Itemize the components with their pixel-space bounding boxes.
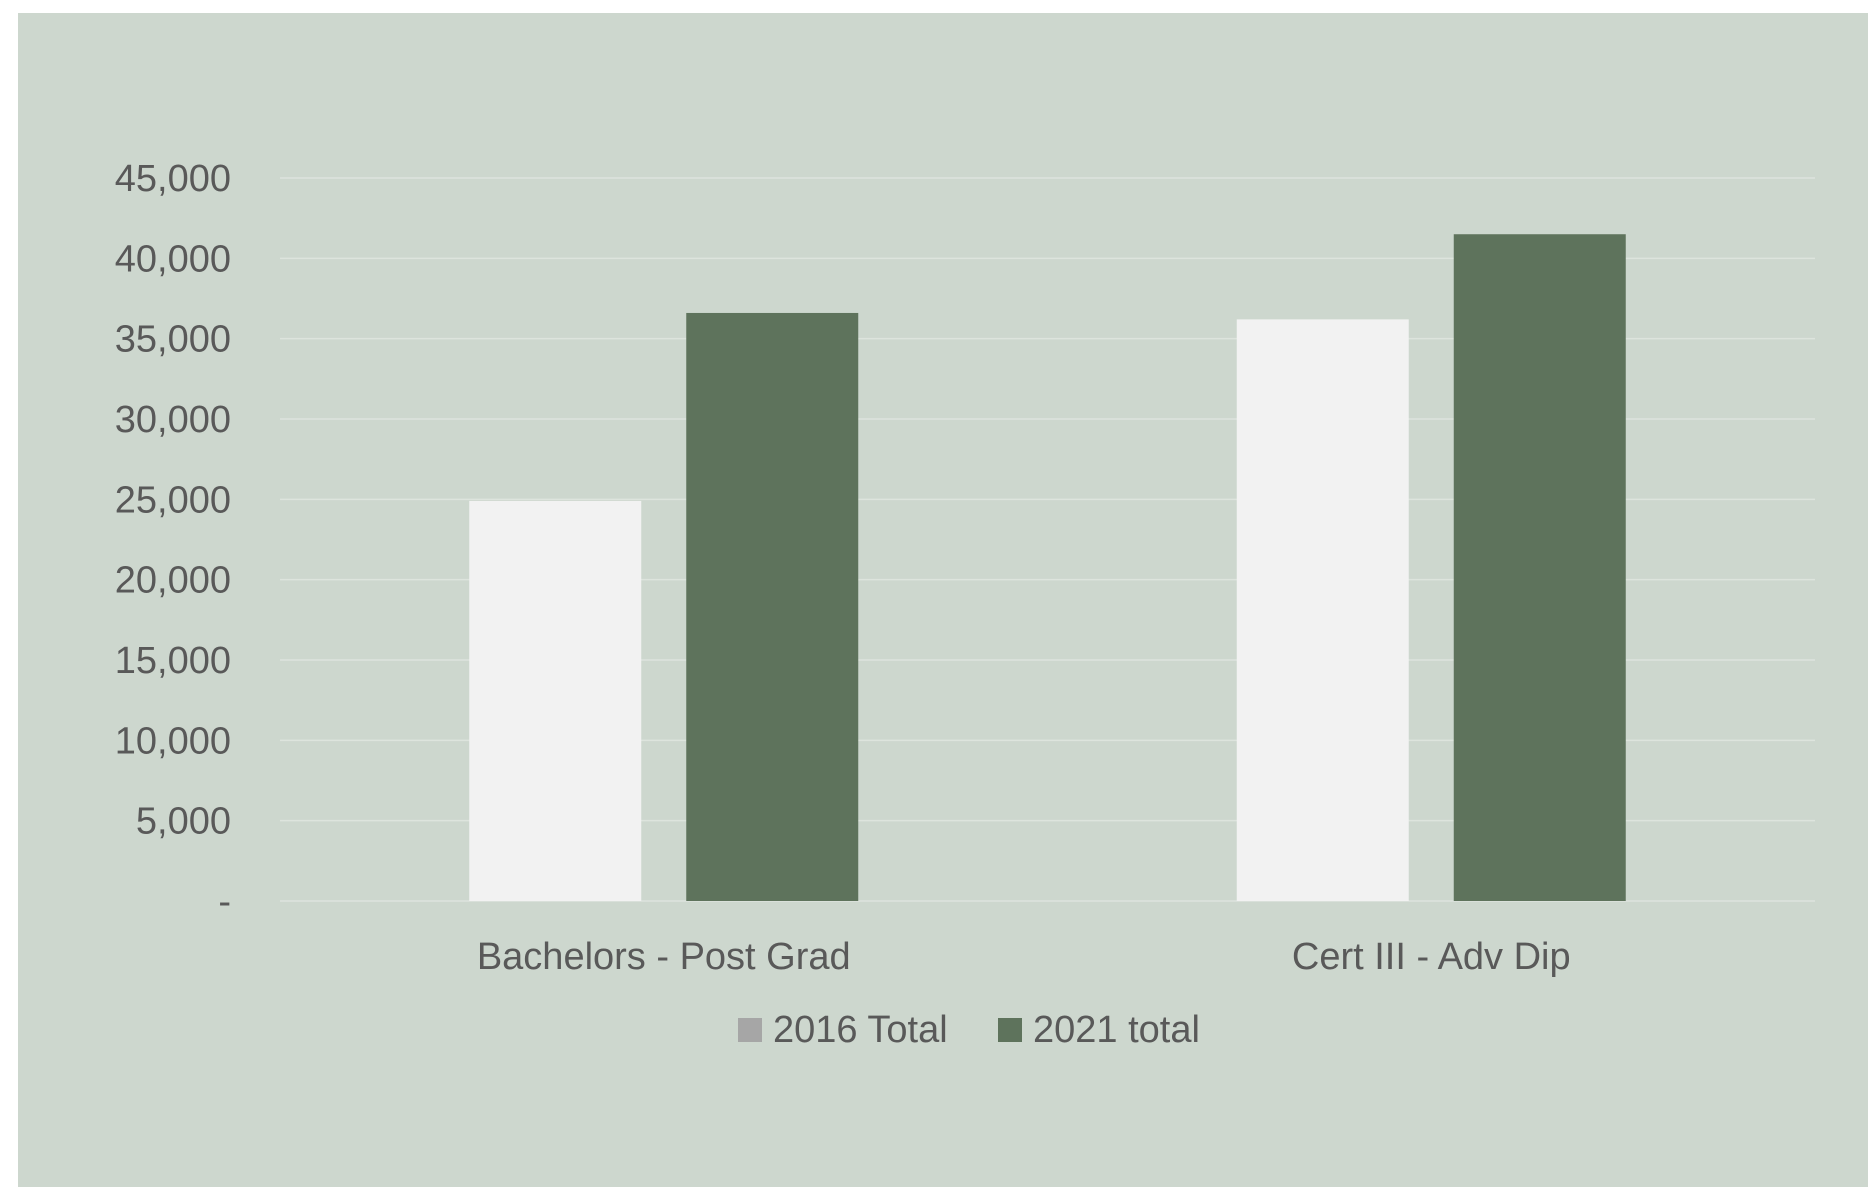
chart-area: - 5,000 10,000 15,000 20,000 25,000 30,000 35,0… [18, 13, 1868, 1187]
bar-2021-0 [686, 312, 859, 902]
y-tick-label: 30,000 [115, 399, 231, 441]
legend-label: 2016 Total [773, 1009, 948, 1051]
y-tick-label: 15,000 [115, 640, 231, 682]
legend-swatch [998, 1018, 1022, 1042]
y-tick-label: 35,000 [115, 319, 231, 361]
bar-chart: - 5,000 10,000 15,000 20,000 25,000 30,000 35,0… [115, 158, 1815, 1051]
legend-swatch [738, 1018, 762, 1042]
x-category-label: Bachelors - Post Grad [477, 936, 851, 978]
bars [469, 234, 1626, 902]
y-tick-label: 40,000 [115, 238, 231, 280]
x-category-label: Cert III - Adv Dip [1292, 936, 1571, 978]
legend: 2016 Total 2021 total [738, 1009, 1200, 1051]
y-tick-label: 5,000 [136, 801, 231, 843]
y-axis-tick-labels: - 5,000 10,000 15,000 20,000 25,000 30,000 35,0… [115, 158, 231, 923]
x-axis-category-labels: Bachelors - Post Grad Cert III - Adv Dip [477, 936, 1571, 978]
bar-2016-1 [1236, 319, 1409, 901]
legend-label: 2021 total [1033, 1009, 1200, 1051]
y-tick-label: - [218, 881, 231, 923]
y-tick-label: 20,000 [115, 560, 231, 602]
y-tick-label: 25,000 [115, 479, 231, 521]
y-tick-label: 10,000 [115, 720, 231, 762]
y-tick-label: 45,000 [115, 158, 231, 200]
bar-2021-1 [1453, 234, 1626, 901]
bar-2016-0 [469, 500, 642, 901]
